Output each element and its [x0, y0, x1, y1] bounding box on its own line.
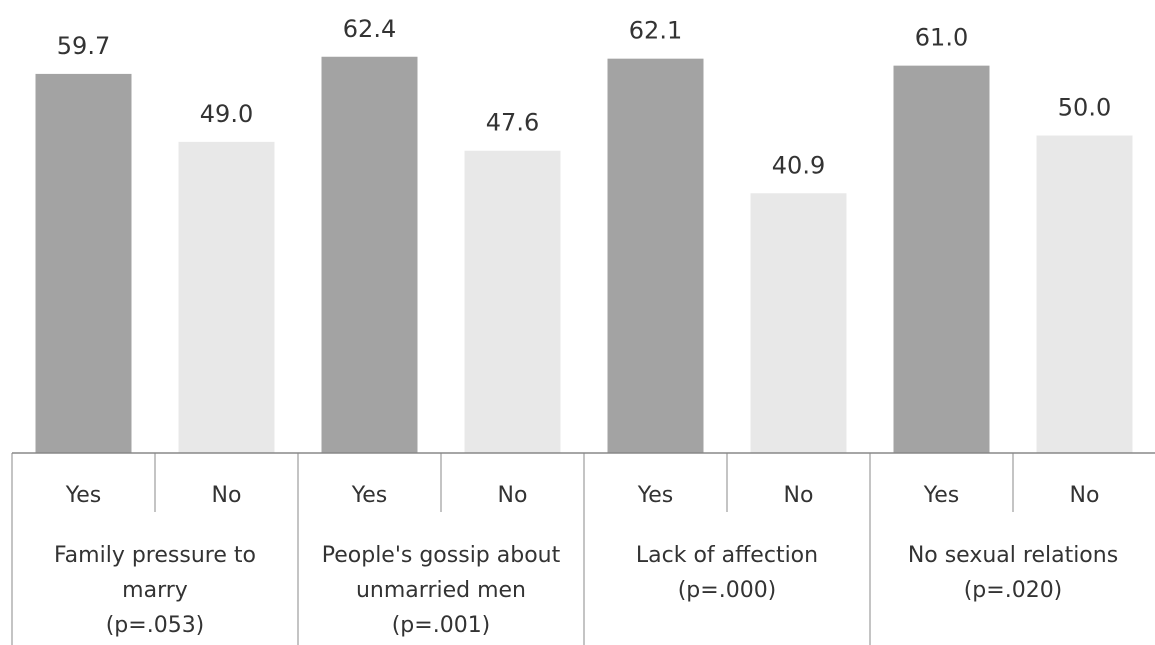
category-label: People's gossip about — [322, 543, 561, 568]
category-label: (p=.053) — [106, 613, 205, 638]
data-label: 62.1 — [629, 17, 682, 45]
data-label: 40.9 — [772, 151, 825, 179]
category-label: unmarried men — [356, 578, 526, 603]
data-label: 61.0 — [915, 24, 968, 52]
bar-no-4 — [1036, 135, 1133, 453]
category-label: (p=.020) — [964, 578, 1063, 603]
data-label: 49.0 — [200, 100, 253, 128]
data-label: 47.6 — [486, 109, 539, 137]
category-label: Lack of affection — [636, 543, 818, 568]
tick-label: Yes — [637, 483, 674, 508]
bar-yes-2 — [321, 56, 418, 453]
data-label: 62.4 — [343, 15, 396, 43]
data-label: 59.7 — [57, 32, 110, 60]
bar-yes-3 — [607, 58, 704, 453]
category-label: (p=.001) — [392, 613, 491, 638]
tick-label: Yes — [923, 483, 960, 508]
category-label: No sexual relations — [908, 543, 1118, 568]
tick-label: Yes — [65, 483, 102, 508]
tick-label: No — [1070, 483, 1100, 508]
bar-no-2 — [464, 150, 561, 454]
bar-yes-4 — [893, 65, 990, 454]
category-label: (p=.000) — [678, 578, 777, 603]
tick-label: No — [784, 483, 814, 508]
tick-label: No — [212, 483, 242, 508]
tick-label: No — [498, 483, 528, 508]
bar-yes-1 — [35, 73, 132, 453]
tick-label: Yes — [351, 483, 388, 508]
bar-no-1 — [178, 141, 275, 453]
data-label: 50.0 — [1058, 94, 1111, 122]
category-label: Family pressure to — [54, 543, 256, 568]
bar-no-3 — [750, 193, 847, 453]
category-label: marry — [122, 578, 188, 603]
